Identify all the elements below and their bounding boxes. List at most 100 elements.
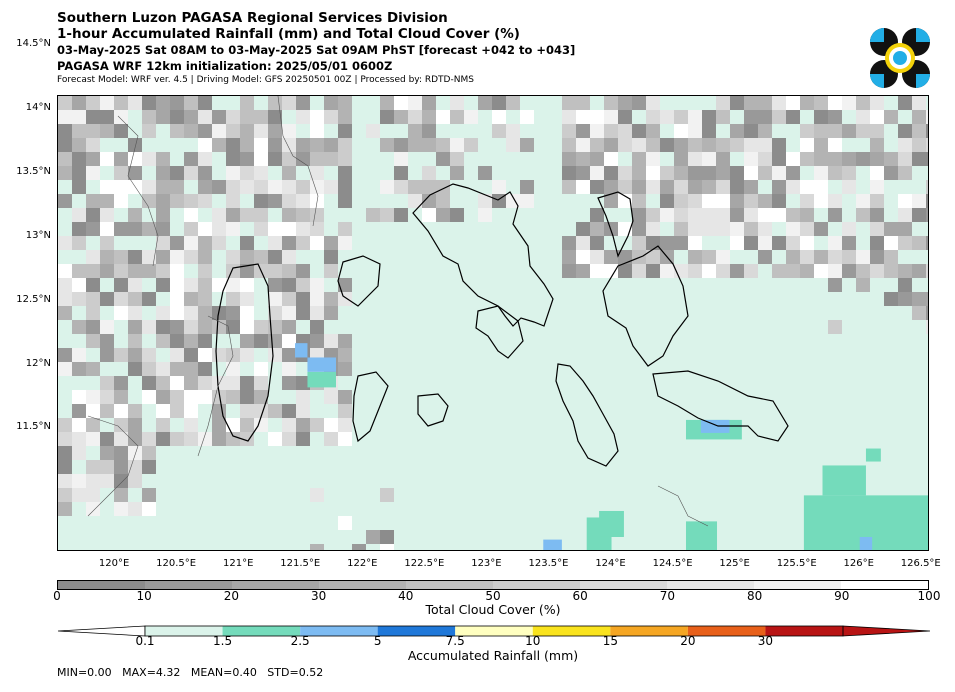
cloud-cell <box>156 194 170 208</box>
rain-patch <box>307 357 337 372</box>
cloud-cell <box>912 124 926 138</box>
cloud-cell <box>408 138 422 152</box>
cloud-cell <box>212 236 226 250</box>
cloud-cell <box>660 166 674 180</box>
cloud-cell <box>786 222 800 236</box>
cloud-cell <box>240 278 254 292</box>
cloud-cell <box>646 222 660 236</box>
cloud-cell <box>72 96 86 110</box>
cloud-cell <box>926 180 928 194</box>
rainfall-colorbar <box>57 625 931 637</box>
cloud-cell <box>58 418 72 432</box>
title-line-1: Southern Luzon PAGASA Regional Services … <box>57 10 448 26</box>
cloud-cell <box>702 152 716 166</box>
cloud-cell <box>758 194 772 208</box>
cloud-cell <box>254 376 268 390</box>
cloud-cell <box>58 110 72 124</box>
coastline-mindoro <box>215 263 274 442</box>
cloud-cell <box>674 110 688 124</box>
cloud-cell <box>912 264 926 278</box>
cloud-cell <box>310 152 324 166</box>
rain-tick-label: 1.5 <box>213 634 233 648</box>
cloud-cell <box>422 194 436 208</box>
cloud-cell <box>660 208 674 222</box>
cloud-cell <box>870 110 884 124</box>
cloud-cell <box>282 208 296 222</box>
cloud-cell <box>114 180 128 194</box>
cloud-cell <box>912 138 926 152</box>
cloud-cell <box>632 236 646 250</box>
cloud-cell <box>296 194 310 208</box>
cloud-cell <box>660 138 674 152</box>
cloud-cell <box>128 502 142 516</box>
cloud-cell <box>688 222 702 236</box>
cloud-cell <box>814 152 828 166</box>
cloud-cell <box>226 292 240 306</box>
cloud-cell <box>674 152 688 166</box>
cloud-colorbar-segment <box>58 581 145 589</box>
cloud-cell <box>492 96 506 110</box>
cloud-cell <box>716 138 730 152</box>
cloud-cell <box>86 474 100 488</box>
cloud-cell <box>296 138 310 152</box>
cloud-cell <box>674 138 688 152</box>
cloud-cell <box>72 390 86 404</box>
cloud-cell <box>562 138 576 152</box>
cloud-cell <box>254 334 268 348</box>
cloud-cell <box>898 124 912 138</box>
cloud-cell <box>744 124 758 138</box>
cloud-cell <box>646 236 660 250</box>
rain-extend-low <box>57 625 146 637</box>
cloud-cell <box>310 208 324 222</box>
cloud-cell <box>576 250 590 264</box>
rain-tick-label: 5 <box>373 634 382 648</box>
cloud-cell <box>772 166 786 180</box>
pagasa-logo <box>870 28 930 88</box>
cloud-cell <box>898 194 912 208</box>
rain-colorbar-segment <box>765 626 843 636</box>
cloud-cell <box>590 124 604 138</box>
cloud-cell <box>898 278 912 292</box>
cloud-cell <box>772 110 786 124</box>
cloud-cell <box>492 124 506 138</box>
lon-label: 125°E <box>719 558 750 569</box>
cloud-cell <box>338 96 352 110</box>
cloud-cell <box>212 180 226 194</box>
cloud-cell <box>856 124 870 138</box>
cloud-cell <box>576 236 590 250</box>
cloud-cell <box>72 348 86 362</box>
cloud-cell <box>338 236 352 250</box>
cloud-cell <box>58 460 72 474</box>
cloud-cell <box>282 264 296 278</box>
cloud-cell <box>72 292 86 306</box>
cloud-cell <box>58 278 72 292</box>
cloud-cell <box>380 530 394 544</box>
cloud-cell <box>128 278 142 292</box>
cloud-cell <box>184 222 198 236</box>
cloud-cell <box>870 250 884 264</box>
cloud-cell <box>240 180 254 194</box>
cloud-cell <box>142 152 156 166</box>
cloud-cell <box>296 376 310 390</box>
cloud-cell <box>870 152 884 166</box>
cloud-cell <box>184 362 198 376</box>
cloud-cell <box>240 334 254 348</box>
cloud-cell <box>240 404 254 418</box>
cloud-cell <box>828 124 842 138</box>
cloud-cell <box>926 208 928 222</box>
cloud-cell <box>282 236 296 250</box>
cloud-cell <box>898 166 912 180</box>
cloud-cell <box>282 222 296 236</box>
cloud-cell <box>674 124 688 138</box>
cloud-cell <box>842 124 856 138</box>
cloud-cell <box>744 264 758 278</box>
cloud-cell <box>184 194 198 208</box>
cloud-cell <box>268 124 282 138</box>
cloud-cell <box>296 390 310 404</box>
cloud-cell <box>702 124 716 138</box>
cloud-cell <box>702 110 716 124</box>
initialization-line: PAGASA WRF 12km initialization: 2025/05/… <box>57 59 393 73</box>
cloud-cell <box>688 236 702 250</box>
cloud-cell <box>338 334 352 348</box>
cloud-cell <box>72 152 86 166</box>
